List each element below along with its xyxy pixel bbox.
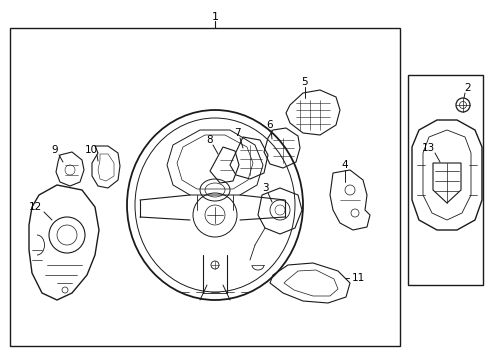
Text: 11: 11 <box>351 273 365 283</box>
Text: 6: 6 <box>267 120 273 130</box>
Text: 9: 9 <box>51 145 58 155</box>
Text: 4: 4 <box>342 160 348 170</box>
Text: 13: 13 <box>421 143 435 153</box>
Text: 12: 12 <box>28 202 42 212</box>
Text: 10: 10 <box>84 145 98 155</box>
Bar <box>408 75 483 285</box>
Bar <box>10 28 400 346</box>
Text: 7: 7 <box>234 128 240 138</box>
Text: 2: 2 <box>465 83 471 93</box>
Text: 1: 1 <box>212 12 219 22</box>
Text: 8: 8 <box>207 135 213 145</box>
Text: 5: 5 <box>302 77 308 87</box>
Text: 3: 3 <box>262 183 269 193</box>
